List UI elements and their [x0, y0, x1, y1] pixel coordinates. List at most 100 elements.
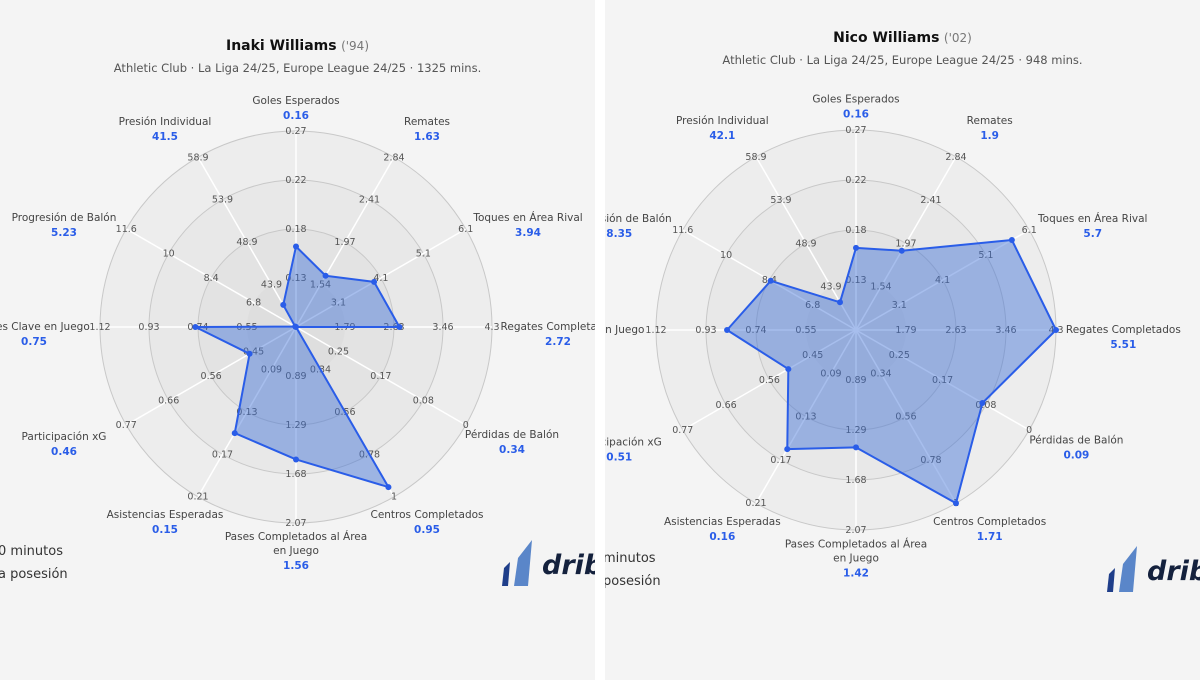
data-point — [385, 484, 392, 491]
legend-item: posesión — [605, 574, 661, 589]
axis-spoke — [855, 329, 957, 504]
chart-title: Inaki Williams ('94) — [0, 38, 595, 54]
tick-label: 1.97 — [895, 238, 916, 249]
tick-label: 0.17 — [212, 449, 233, 460]
tick-label: 0.09 — [261, 364, 282, 375]
player-name: Inaki Williams — [225, 38, 337, 54]
tick-label: 58.9 — [745, 152, 766, 163]
tick-label: 10 — [163, 249, 175, 260]
axis-spoke — [125, 326, 297, 426]
tick-label: 1.68 — [845, 475, 866, 486]
axis-spoke — [295, 326, 467, 426]
chart-title: Nico Williams ('02) — [605, 30, 1200, 46]
axis-label: Progresión de Balón — [12, 212, 117, 224]
tick-label: 1.97 — [334, 237, 355, 248]
axis-label: Regates Completados — [501, 321, 595, 333]
tick-label: 58.9 — [187, 152, 208, 163]
tick-label: 1.12 — [645, 325, 666, 336]
axis-value: 2.72 — [545, 336, 571, 348]
data-point — [767, 277, 774, 284]
axis-value: 0.16 — [283, 110, 309, 122]
axis-label: Remates — [967, 115, 1013, 127]
tick-label: 2.07 — [845, 525, 866, 536]
tick-label: 0.56 — [201, 371, 222, 382]
data-point — [293, 456, 299, 463]
tick-label: 0.93 — [695, 325, 716, 336]
tick-label: 1.29 — [285, 420, 306, 431]
tick-label: 1.54 — [310, 280, 331, 291]
axis-value: 8.35 — [606, 228, 632, 240]
axis-label: Pases Completados al Área — [785, 537, 927, 550]
radar-chart: 0.13 0.18 0.22 0.27 Goles Esperados 0.16 1.54 1… — [605, 93, 1181, 579]
axis-label: Toques en Área Rival — [472, 211, 582, 224]
axis-label: Regates Completados — [1066, 324, 1181, 336]
tick-label: 0.18 — [845, 225, 866, 236]
axis-spoke — [197, 326, 297, 498]
tick-label: 2.07 — [285, 518, 306, 529]
axis-value: 0.15 — [152, 524, 178, 536]
axis-spoke — [125, 228, 297, 328]
tick-label: 48.9 — [236, 237, 257, 248]
axis-value: 0.34 — [499, 444, 525, 456]
tick-label: 0 — [1026, 425, 1032, 436]
tick-label: 4.1 — [373, 273, 388, 284]
legend-item: 0 minutos — [0, 544, 63, 559]
data-point — [1008, 237, 1015, 243]
tick-label: 0.13 — [285, 273, 306, 284]
axis-label: Centros Completados — [933, 516, 1046, 528]
legend-item: minutos — [605, 551, 656, 566]
axis-label: Presión Individual — [676, 115, 769, 127]
tick-label: 0.09 — [820, 368, 841, 379]
tick-label: 0.17 — [932, 375, 953, 386]
tick-label: 6.8 — [246, 298, 261, 309]
tick-label: 0.89 — [285, 371, 306, 382]
axis-spoke — [855, 329, 1030, 431]
tick-label: 11.6 — [672, 225, 693, 236]
radar-panel-nico: Nico Williams ('02) Athletic Club · La L… — [605, 0, 1200, 680]
tick-label: 0.08 — [413, 396, 434, 407]
axis-value: 0.16 — [709, 531, 735, 543]
data-point — [784, 446, 791, 453]
tick-label: 11.6 — [116, 224, 137, 235]
tick-label: 2.41 — [359, 195, 380, 206]
axis-value: 41.5 — [152, 131, 178, 143]
tick-label: 3.1 — [892, 300, 907, 311]
axis-spoke — [197, 156, 297, 328]
tick-label: 43.9 — [261, 280, 282, 291]
axis-label: en Juego — [833, 552, 879, 564]
tick-label: 2.41 — [920, 195, 941, 206]
data-point — [853, 244, 859, 251]
tick-label: 0.22 — [845, 175, 866, 186]
tick-label: 10 — [720, 250, 732, 261]
axis-label: Pases Completados al Área — [225, 530, 367, 543]
player-year: ('94) — [341, 39, 369, 53]
axis-value: 5.51 — [1110, 339, 1136, 351]
legend-item: a posesión — [0, 567, 68, 582]
axis-label: Asistencias Esperadas — [107, 509, 224, 521]
tick-label: 0.66 — [716, 400, 737, 411]
axis-label: en Juego — [273, 545, 319, 557]
tick-label: 0.77 — [672, 425, 693, 436]
tick-label: 48.9 — [795, 238, 816, 249]
tick-label: 2.63 — [945, 325, 966, 336]
tick-label: 0.74 — [745, 325, 766, 336]
tick-label: 0.55 — [795, 325, 816, 336]
data-point — [979, 400, 986, 406]
radar-chart: 0.13 0.18 0.22 0.27 Goles Esperados 0.16 1.54 1… — [0, 95, 595, 572]
tick-label: 1.12 — [89, 322, 110, 333]
axis-label: Toques en Área Rival — [1037, 212, 1147, 225]
axis-value: 1.71 — [977, 531, 1003, 543]
axis-value: 1.56 — [283, 560, 309, 572]
tick-label: 6.8 — [805, 300, 820, 311]
tick-label: 0.17 — [370, 371, 391, 382]
tick-label: 0.66 — [158, 396, 179, 407]
tick-label: 43.9 — [820, 282, 841, 293]
tick-label: 3.46 — [995, 325, 1016, 336]
tick-label: 0.27 — [285, 126, 306, 137]
tick-label: 0.34 — [870, 368, 891, 379]
tick-label: 4.1 — [935, 275, 950, 286]
data-point — [785, 366, 792, 373]
tick-label: 1.79 — [895, 325, 916, 336]
tick-label: 0.21 — [745, 498, 766, 509]
tick-label: 0.13 — [845, 275, 866, 286]
